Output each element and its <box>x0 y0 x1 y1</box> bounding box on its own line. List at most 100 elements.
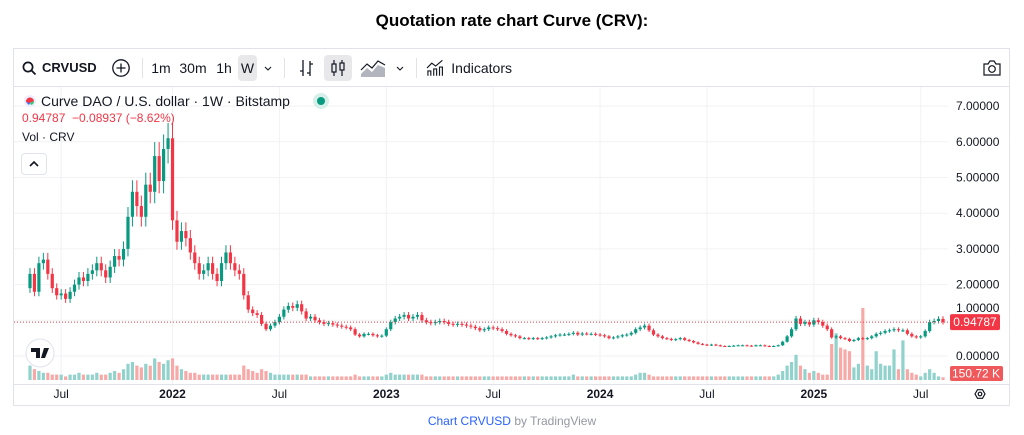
candle-body <box>153 156 157 192</box>
interval-30m[interactable]: 30m <box>179 60 207 76</box>
candle-body <box>914 336 918 338</box>
market-status-icon[interactable] <box>312 93 329 109</box>
chevron-down-icon <box>264 66 272 71</box>
collapse-legend-button[interactable] <box>21 153 47 175</box>
volume-bar <box>656 376 660 380</box>
candle-body <box>433 322 437 324</box>
compare-add-button[interactable] <box>110 55 132 81</box>
bars-style-button[interactable] <box>294 55 320 81</box>
last-price-badge <box>950 314 1000 331</box>
volume-bar <box>696 376 700 380</box>
toolbar-divider <box>142 58 143 78</box>
candle-body <box>375 335 379 337</box>
volume-bar <box>740 376 745 380</box>
candle-body <box>901 330 905 332</box>
candle-body <box>513 335 518 337</box>
candle-body <box>611 337 616 339</box>
candle-body <box>117 256 121 260</box>
volume-bar <box>580 376 584 380</box>
volume-bar <box>429 376 433 380</box>
volume-bar <box>46 372 50 380</box>
volume-bar <box>202 374 206 380</box>
volume-bar <box>438 376 442 380</box>
volume-bar <box>335 376 339 380</box>
volume-bar <box>847 351 852 380</box>
candle-body <box>184 231 188 239</box>
candle-body <box>460 323 464 325</box>
candle-body <box>647 325 651 331</box>
candle-body <box>242 273 246 296</box>
interval-w[interactable]: W <box>238 55 257 81</box>
candle-body <box>616 336 620 338</box>
candle-body <box>527 338 531 340</box>
candle-body <box>714 344 718 346</box>
indicators-button[interactable]: Indicators <box>426 55 512 81</box>
candle-body <box>28 273 32 289</box>
volume-bar <box>41 372 45 380</box>
candle-body <box>496 328 500 330</box>
volume-bar <box>718 376 722 380</box>
candle-body <box>157 156 161 182</box>
volume-bar <box>785 365 789 380</box>
volume-bar <box>727 376 731 380</box>
volume-bar <box>758 376 762 380</box>
volume-legend: Vol · CRV <box>22 130 75 144</box>
candle-body <box>139 206 143 217</box>
candle-body <box>389 322 393 330</box>
volume-bar <box>865 365 869 380</box>
settings-gear-icon[interactable] <box>974 389 986 399</box>
candle-body <box>317 320 322 323</box>
volume-bar <box>616 376 620 380</box>
y-tick-label: 6.00000 <box>956 135 1000 149</box>
candles-style-button[interactable] <box>324 55 352 81</box>
candle-body <box>847 338 852 342</box>
candle-body <box>291 306 295 308</box>
volume-bar <box>562 376 567 380</box>
volume-bar <box>553 376 558 380</box>
y-tick-label: 0.00000 <box>956 349 1000 363</box>
candle-body <box>821 322 825 326</box>
candle-body <box>77 277 81 285</box>
interval-dropdown[interactable] <box>260 55 276 81</box>
candle-body <box>749 345 754 347</box>
candle-body <box>464 324 469 326</box>
candle-body <box>794 318 798 330</box>
candle-body <box>259 314 264 324</box>
interval-1h[interactable]: 1h <box>216 60 232 76</box>
screenshot-button[interactable] <box>980 55 1004 81</box>
volume-bar <box>482 376 486 380</box>
volume-bar <box>549 376 553 380</box>
volume-bar <box>148 365 152 380</box>
symbol-search-button[interactable]: CRVUSD <box>22 55 100 81</box>
volume-bar <box>206 374 210 380</box>
candle-body <box>362 333 366 337</box>
volume-bar <box>500 376 504 380</box>
volume-bar <box>362 376 366 380</box>
volume-bar <box>576 376 580 380</box>
volume-bar <box>104 374 108 380</box>
candle-body <box>482 329 486 331</box>
candle-body <box>215 273 219 282</box>
chart-link[interactable]: Chart CRVUSD <box>427 414 511 428</box>
x-tick-label: 2024 <box>587 387 614 401</box>
chart-style-dropdown[interactable] <box>392 55 408 81</box>
volume-bar <box>282 374 286 380</box>
volume-bar <box>442 376 446 380</box>
candle-body <box>95 263 99 271</box>
y-tick-label: 4.00000 <box>956 206 1000 220</box>
settings-gear-center <box>977 391 983 397</box>
chart-toolbar: CRVUSD 1m 30m 1h W Indicators <box>14 49 1009 87</box>
candle-body <box>193 252 197 264</box>
volume-bar <box>598 376 602 380</box>
candle-body <box>665 338 669 340</box>
candle-body <box>326 323 330 325</box>
volume-bar <box>807 372 811 380</box>
volume-bar <box>268 372 273 380</box>
volume-bar <box>313 376 317 380</box>
candle-body <box>861 338 865 340</box>
volume-bar <box>242 365 246 380</box>
interval-1m[interactable]: 1m <box>151 60 171 76</box>
area-style-button[interactable] <box>358 55 388 81</box>
candle-body <box>772 346 776 348</box>
